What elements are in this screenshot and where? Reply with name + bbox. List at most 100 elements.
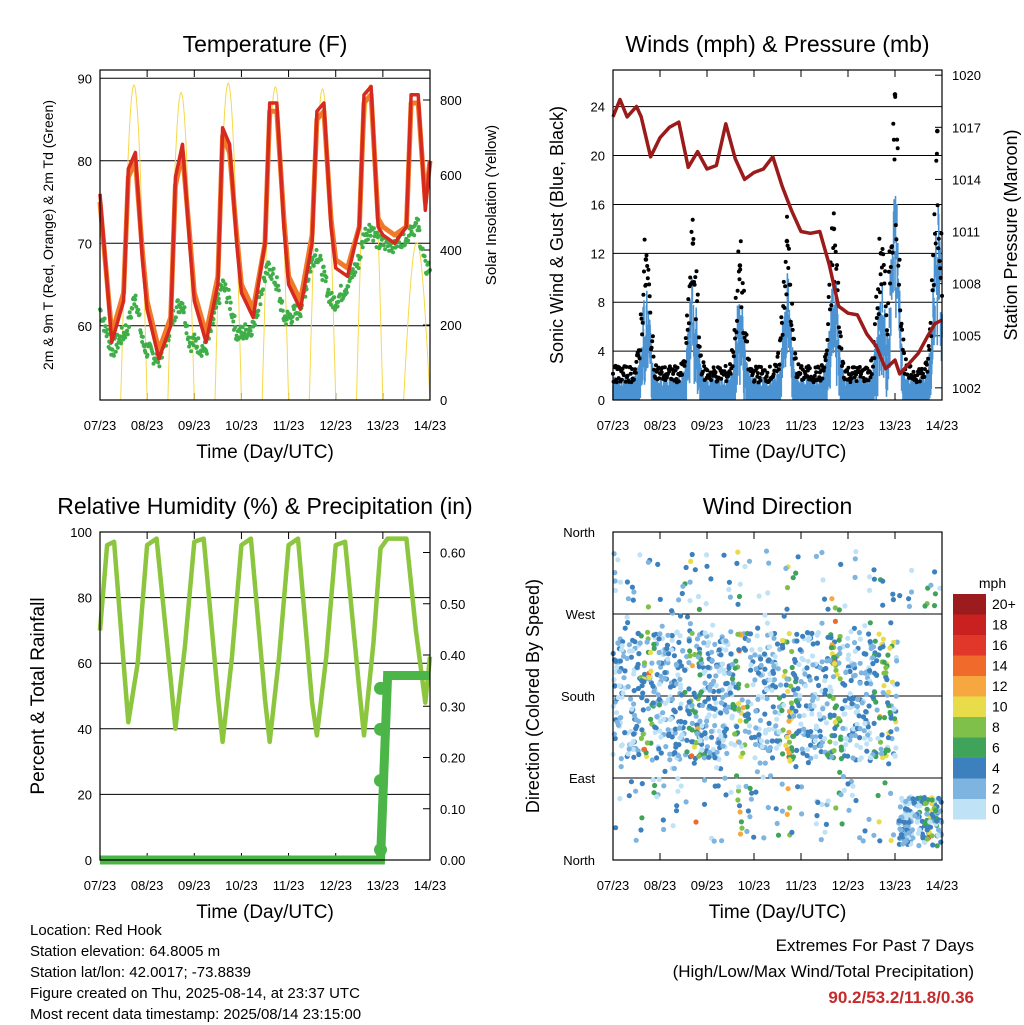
gust-point — [742, 335, 747, 340]
gust-point — [742, 288, 746, 293]
y-right-tick-label: 0.00 — [440, 853, 465, 868]
wind-direction-point — [736, 803, 743, 809]
station-location: Location: Red Hook — [30, 922, 162, 939]
gust-point — [782, 305, 787, 310]
gust-point — [825, 337, 830, 342]
wind-direction-point — [833, 703, 840, 709]
dewpoint-point — [259, 292, 264, 297]
dewpoint-point — [255, 313, 260, 318]
wind-direction-point — [669, 633, 675, 639]
dewpoint-point — [383, 247, 388, 252]
wind-direction-point — [876, 715, 883, 721]
wind-direction-point — [629, 584, 636, 590]
wind-direction-point — [665, 656, 671, 662]
wind-direction-point — [932, 591, 939, 597]
wind-direction-point — [704, 563, 710, 569]
gust-point — [854, 372, 858, 377]
wind-direction-point — [733, 684, 739, 690]
wind-direction-point — [814, 675, 820, 681]
wind-direction-point — [928, 582, 934, 588]
wind-direction-point — [906, 603, 913, 610]
gust-point — [854, 379, 859, 384]
wind-direction-point — [824, 752, 831, 758]
dewpoint-point — [261, 287, 265, 292]
wind-direction-point — [911, 799, 917, 805]
y-tick-label: 60 — [78, 656, 92, 671]
wind-direction-point — [772, 654, 778, 660]
wind-direction-point — [689, 663, 696, 669]
wind-direction-point — [704, 718, 710, 724]
wind-direction-point — [686, 699, 692, 705]
dewpoint-point — [98, 308, 103, 313]
wind-direction-point — [871, 832, 877, 838]
gust-point — [738, 267, 743, 272]
wind-direction-point — [713, 682, 719, 689]
colorbar-swatch — [953, 655, 986, 676]
gust-point — [842, 377, 847, 382]
gust-point — [693, 317, 698, 322]
wind-direction-point — [937, 585, 943, 591]
wind-direction-point — [827, 739, 833, 745]
gust-peak-point — [690, 241, 696, 246]
gust-point — [857, 365, 862, 369]
colorbar-title: mph — [979, 575, 1006, 591]
wind-direction-point — [765, 804, 771, 811]
gust-point — [633, 367, 638, 372]
wind-direction-point — [740, 705, 746, 711]
dewpoint-point — [111, 353, 116, 358]
wind-direction-point — [862, 623, 868, 629]
wind-direction-point — [797, 647, 803, 653]
wind-direction-point — [736, 784, 742, 790]
wind-direction-point — [641, 679, 647, 685]
dewpoint-point — [253, 323, 258, 327]
wind-direction-point — [789, 829, 795, 836]
wind-direction-point — [753, 666, 759, 672]
dewpoint-point — [288, 312, 293, 317]
wind-direction-point — [810, 641, 816, 647]
gust-point — [690, 217, 695, 222]
wind-direction-point — [680, 648, 686, 654]
gust-point — [905, 372, 910, 377]
gust-point — [723, 364, 728, 368]
gust-point — [933, 241, 938, 246]
wind-direction-point — [724, 750, 730, 757]
wind-direction-point — [631, 731, 637, 737]
gust-point — [833, 243, 838, 248]
gust-point — [695, 292, 700, 297]
gust-point — [738, 239, 743, 244]
wind-direction-point — [612, 578, 618, 584]
colorbar-label: 20+ — [992, 596, 1016, 612]
wind-direction-point — [860, 838, 866, 844]
dewpoint-point — [274, 275, 279, 280]
wind-direction-point — [665, 660, 671, 666]
gust-point — [880, 247, 885, 251]
wind-direction-point — [665, 727, 671, 733]
colorbar-swatch — [953, 676, 986, 697]
wind-direction-point — [885, 700, 891, 706]
wind-direction-point — [712, 713, 718, 719]
dewpoint-point — [381, 243, 386, 248]
wind-direction-point — [652, 782, 658, 789]
wind-direction-point — [630, 648, 636, 654]
gust-point — [630, 367, 634, 371]
gust-point — [640, 332, 645, 337]
wind-direction-point — [769, 687, 775, 693]
wind-direction-point — [694, 731, 700, 737]
y-tick-label: East — [569, 771, 595, 786]
wind-direction-point — [822, 678, 828, 684]
wind-direction-point — [634, 664, 640, 670]
wind-direction-point — [632, 712, 638, 719]
wind-direction-point — [749, 790, 755, 796]
gust-point — [874, 294, 879, 299]
dewpoint-point — [338, 283, 343, 288]
wind-direction-point — [888, 729, 894, 735]
wind-direction-point — [848, 677, 854, 684]
wind-direction-point — [783, 682, 789, 688]
y-tick-label: 80 — [78, 154, 92, 169]
gust-point — [839, 346, 844, 351]
wind-direction-point — [737, 809, 743, 815]
wind-direction-point — [924, 811, 930, 817]
wind-direction-point — [614, 664, 620, 670]
gust-point — [823, 358, 828, 363]
dewpoint-point — [134, 304, 139, 309]
